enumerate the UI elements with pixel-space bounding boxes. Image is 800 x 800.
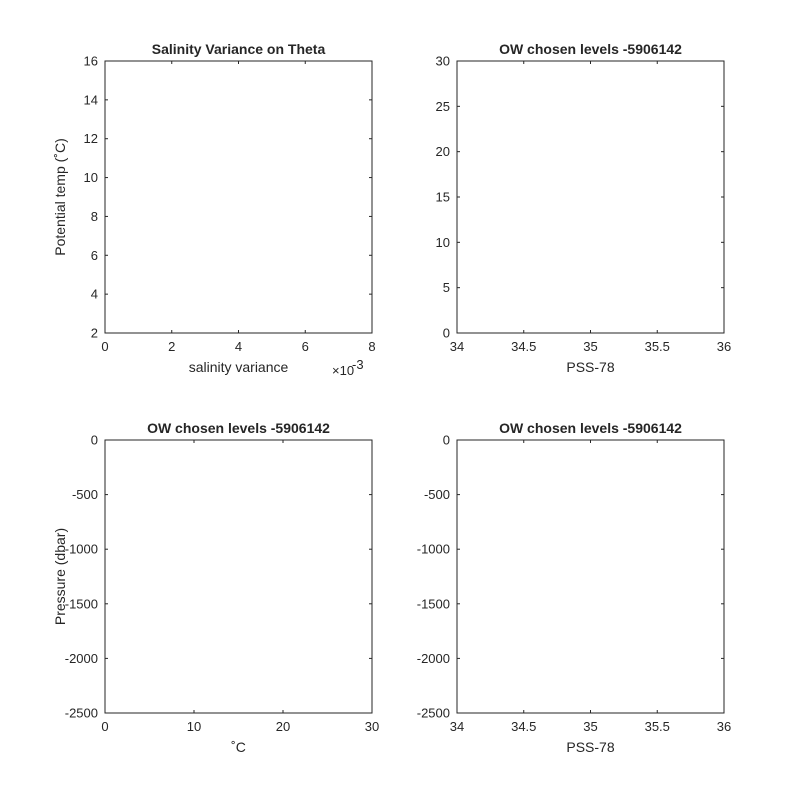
- x-tick-label: 8: [368, 339, 375, 354]
- x-tick-label: 10: [187, 719, 201, 734]
- x-tick-label: 35.5: [645, 719, 670, 734]
- x-tick-label: 36: [717, 719, 731, 734]
- y-tick-label: 0: [443, 433, 450, 448]
- y-tick-label: 4: [91, 287, 98, 302]
- axes-frame: [104, 60, 373, 334]
- chart-panel-2: 34 34.5 35 35.5 36 0 5 10 15 20 25 30 OW chosen leve…: [436, 41, 732, 375]
- x-tick-label: 4: [235, 339, 242, 354]
- y-axis-label: Potential temp (˚C): [52, 138, 68, 255]
- x-axis-label: ˚C: [231, 739, 246, 755]
- y-tick-label: 2: [91, 326, 98, 341]
- x-axis-exponent: -3: [352, 357, 364, 372]
- y-tick-label: -2000: [65, 651, 98, 666]
- axes-frame: [456, 60, 725, 334]
- x-tick-label: 35: [583, 719, 597, 734]
- y-tick-label: 14: [84, 92, 98, 107]
- chart-panel-3: 0 10 20 30 -2500 -2000 -1500 -1000 -500 0 OW chose…: [52, 420, 379, 755]
- y-tick-label: 5: [443, 280, 450, 295]
- chart-panel-4: 34 34.5 35 35.5 36 -2500 -2000 -1500 -1000 -500 0 O…: [417, 420, 731, 755]
- y-tick-label: 6: [91, 248, 98, 263]
- x-tick-label: 34: [450, 339, 464, 354]
- y-tick-label: 16: [84, 54, 98, 69]
- y-tick-label: 0: [443, 326, 450, 341]
- x-tick-label: 35.5: [645, 339, 670, 354]
- x-tick-label: 0: [101, 339, 108, 354]
- x-axis-label: PSS-78: [566, 739, 614, 755]
- chart-title: OW chosen levels -5906142: [147, 420, 330, 436]
- y-tick-label: 30: [436, 54, 450, 69]
- x-tick-label: 34: [450, 719, 464, 734]
- chart-title: OW chosen levels -5906142: [499, 41, 682, 57]
- x-tick-label: 6: [302, 339, 309, 354]
- y-tick-label: -1000: [65, 542, 98, 557]
- y-tick-label: 10: [436, 235, 450, 250]
- x-axis-label: PSS-78: [566, 359, 614, 375]
- x-tick-label: 30: [365, 719, 379, 734]
- chart-title: OW chosen levels -5906142: [499, 420, 682, 436]
- x-tick-label: 36: [717, 339, 731, 354]
- x-tick-label: 20: [276, 719, 290, 734]
- y-tick-label: -500: [424, 487, 450, 502]
- y-tick-label: 10: [84, 170, 98, 185]
- y-tick-label: -1000: [417, 542, 450, 557]
- y-tick-label: 12: [84, 131, 98, 146]
- x-tick-label: 34.5: [511, 339, 536, 354]
- y-tick-label: 25: [436, 99, 450, 114]
- y-tick-label: 15: [436, 190, 450, 205]
- axes-frame: [456, 439, 725, 714]
- y-tick-label: 8: [91, 209, 98, 224]
- y-tick-label: -2000: [417, 651, 450, 666]
- y-tick-label: 20: [436, 144, 450, 159]
- x-tick-label: 35: [583, 339, 597, 354]
- y-axis-label: Pressure (dbar): [52, 528, 68, 625]
- x-tick-label: 34.5: [511, 719, 536, 734]
- y-tick-label: 0: [91, 433, 98, 448]
- y-tick-label: -1500: [65, 596, 98, 611]
- x-axis-multiplier: ×10: [332, 363, 354, 378]
- x-tick-label: 2: [168, 339, 175, 354]
- y-tick-label: -2500: [417, 706, 450, 721]
- axes-frame: [104, 439, 373, 714]
- y-tick-label: -500: [72, 487, 98, 502]
- x-tick-label: 0: [101, 719, 108, 734]
- chart-title: Salinity Variance on Theta: [152, 41, 326, 57]
- x-axis-label: salinity variance: [189, 359, 289, 375]
- y-tick-label: -1500: [417, 596, 450, 611]
- y-tick-label: -2500: [65, 706, 98, 721]
